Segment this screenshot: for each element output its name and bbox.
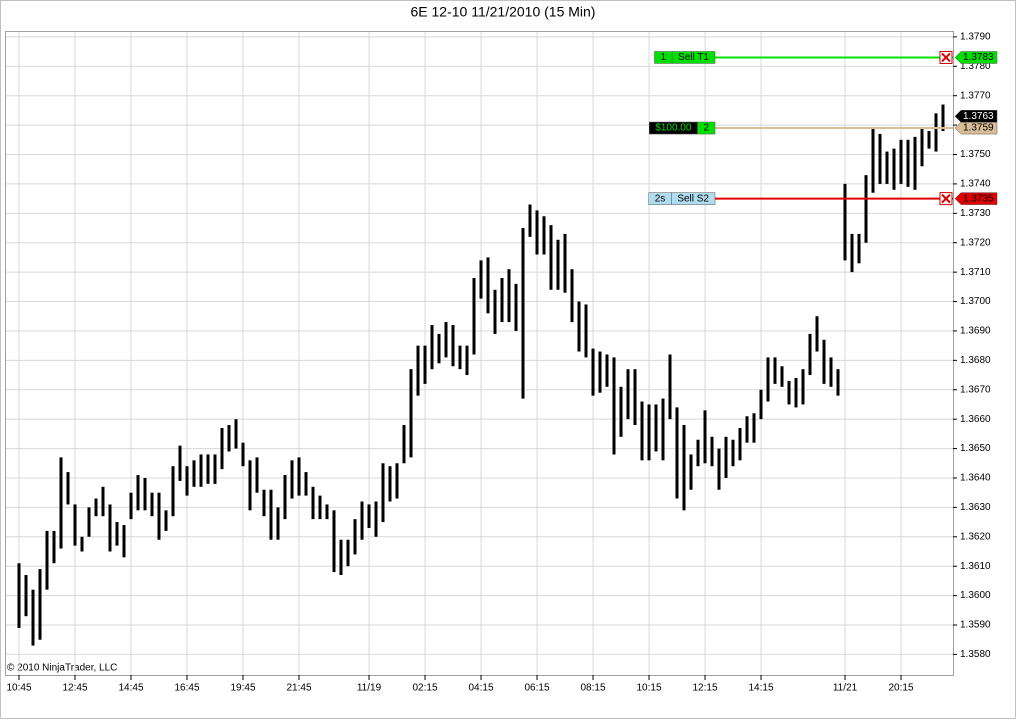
order-label-box [649,121,698,135]
y-tick-label: 1.3720 [960,237,991,248]
y-tick-label: 1.3750 [960,149,991,160]
y-tick-label: 1.3790 [960,32,991,43]
x-tick-label: 02:15 [412,683,437,694]
y-tick-label: 1.3580 [960,649,991,660]
price-marker [954,121,998,135]
order-label: 2s [655,193,666,204]
price-marker-label: 1.3783 [963,52,994,63]
cancel-icon [941,193,951,204]
y-tick-label: 1.3730 [960,208,991,219]
y-tick-label: 1.3780 [960,61,991,72]
y-tick-label: 1.3590 [960,620,991,631]
grid-layer [6,32,953,675]
x-tick-label: 14:15 [748,683,773,694]
y-tick-label: 1.3710 [960,267,991,278]
x-tick-label: 14:45 [118,683,143,694]
y-tick-label: 1.3660 [960,414,991,425]
y-tick-label: 1.3770 [960,90,991,101]
x-tick-label: 10:45 [6,683,31,694]
x-tick-label: 21:45 [286,683,311,694]
x-tick-label: 16:45 [174,683,199,694]
order-label: $100.00 [655,123,692,134]
x-tick-label: 12:45 [62,683,87,694]
order-label-box [654,51,673,64]
order-label: Sell S2 [677,193,709,204]
copyright: © 2010 NinjaTrader, LLC [7,663,117,674]
x-tick-label: 06:15 [524,683,549,694]
order-label: 2 [703,123,709,134]
y-tick-label: 1.3620 [960,531,991,542]
price-marker-label: 1.3759 [963,123,994,134]
price-marker [954,51,998,64]
price-marker-label: 1.3735 [963,193,994,204]
order-label-box [648,192,672,205]
y-tick-label: 1.3670 [960,384,991,395]
order-label: 1 [660,52,666,63]
x-tick-label: 19:45 [230,683,255,694]
x-tick-label: 04:15 [468,683,493,694]
price-marker [954,110,998,123]
x-tick-label: 08:15 [580,683,605,694]
y-tick-label: 1.3650 [960,443,991,454]
plot-area [5,31,954,676]
y-tick-label: 1.3690 [960,326,991,337]
cancel-icon [941,52,951,63]
x-tick-label: 10:15 [636,683,661,694]
order-label: Sell T1 [678,52,709,63]
chart-title: 6E 12-10 11/21/2010 (15 Min) [411,4,596,20]
y-tick-label: 1.3680 [960,355,991,366]
price-marker-label: 1.3763 [963,111,994,122]
price-marker [954,192,998,205]
x-tick-label: 11/21 [833,683,858,694]
y-tick-label: 1.3610 [960,561,991,572]
x-tick-label: 11/19 [357,683,382,694]
y-tick-label: 1.3740 [960,179,991,190]
y-tick-label: 1.3600 [960,590,991,601]
y-tick-label: 1.3700 [960,296,991,307]
x-tick-label: 20:15 [888,683,913,694]
x-tick-label: 12:15 [692,683,717,694]
y-tick-label: 1.3630 [960,502,991,513]
y-tick-label: 1.3640 [960,473,991,484]
